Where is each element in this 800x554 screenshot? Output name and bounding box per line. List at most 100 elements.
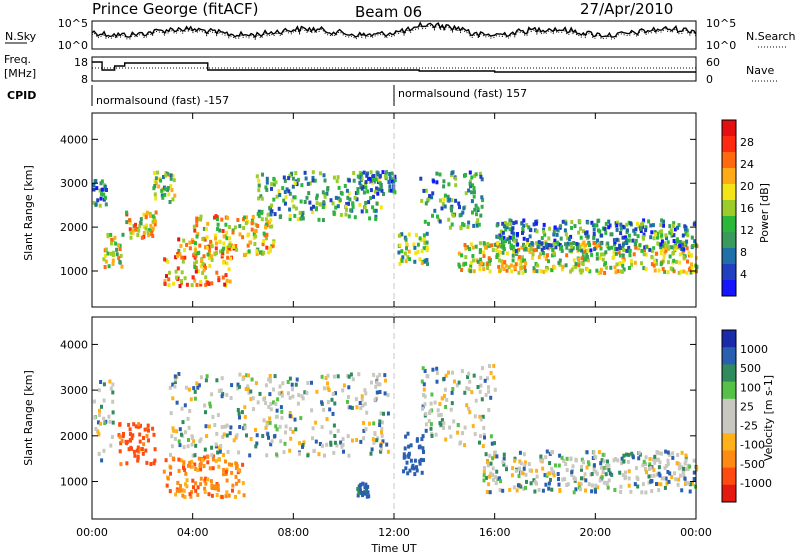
power-echo-cell xyxy=(472,246,475,250)
power-echo-cell xyxy=(662,224,665,228)
power-echo-cell xyxy=(223,283,226,287)
velocity-echo-cell xyxy=(602,470,605,474)
velocity-echo-cell xyxy=(199,482,202,486)
power-echo-cell xyxy=(153,184,156,188)
velocity-echo-cell xyxy=(206,460,209,464)
velocity-echo-cell xyxy=(664,450,667,454)
power-echo-cell xyxy=(574,224,577,228)
velocity-echo-cell xyxy=(494,475,497,479)
velocity-echo-cell xyxy=(547,487,550,491)
velocity-echo-cell xyxy=(215,378,218,382)
velocity-echo-cell xyxy=(444,438,447,442)
power-echo-cell xyxy=(654,232,657,236)
velocity-echo-cell xyxy=(230,396,233,400)
velocity-echo-cell xyxy=(539,455,542,459)
power-echo-cell xyxy=(253,242,256,246)
freq-right-tick-top: 60 xyxy=(706,56,720,69)
power-echo-cell xyxy=(226,216,229,220)
velocity-echo-cell xyxy=(513,485,516,489)
power-echo-cell xyxy=(515,262,518,266)
velocity-echo-cell xyxy=(513,459,516,463)
power-echo-cell xyxy=(547,236,550,240)
power-echo-cell xyxy=(391,172,394,176)
power-echo-cell xyxy=(604,231,607,235)
power-echo-cell xyxy=(423,233,426,237)
power-echo-cell xyxy=(372,178,375,182)
velocity-echo-cell xyxy=(147,438,150,442)
velocity-echo-cell xyxy=(635,466,638,470)
velocity-echo-cell xyxy=(478,441,481,445)
power-echo-cell xyxy=(570,220,573,224)
velocity-echo-cell xyxy=(404,466,407,470)
velocity-echo-cell xyxy=(237,408,240,412)
velocity-echo-cell xyxy=(112,421,115,425)
power-echo-cell xyxy=(553,266,556,270)
power-echo-cell xyxy=(573,258,576,262)
velocity-echo-cell xyxy=(153,433,156,437)
velocity-echo-cell xyxy=(139,440,142,444)
velocity-echo-cell xyxy=(584,472,587,476)
power-echo-cell xyxy=(622,253,625,257)
power-echo-cell xyxy=(164,282,167,286)
velocity-echo-cell xyxy=(326,417,329,421)
power-echo-cell xyxy=(476,207,479,211)
power-echo-cell xyxy=(376,202,379,206)
freq-left-label-2: [MHz] xyxy=(4,67,36,80)
velocity-echo-cell xyxy=(136,449,139,453)
power-echo-cell xyxy=(405,259,408,263)
power-echo-cell xyxy=(484,245,487,249)
power-echo-cell xyxy=(470,175,473,179)
power-echo-cell xyxy=(425,201,428,205)
power-echo-cell xyxy=(428,194,431,198)
velocity-echo-cell xyxy=(294,418,297,422)
velocity-echo-cell xyxy=(236,433,239,437)
power-echo-cell xyxy=(635,239,638,243)
power-echo-cell xyxy=(553,242,556,246)
velocity-echo-cell xyxy=(252,407,255,411)
power-echo-cell xyxy=(478,223,481,227)
velocity-echo-cell xyxy=(230,471,233,475)
velocity-echo-cell xyxy=(221,495,224,499)
power-echo-cell xyxy=(658,269,661,273)
velocity-echo-cell xyxy=(284,442,287,446)
velocity-panel: 1000200030004000 Slant Range [km] 100050… xyxy=(22,317,775,519)
power-echo-cell xyxy=(368,177,371,181)
power-echo-cell xyxy=(690,262,693,266)
power-echo-cell xyxy=(278,193,281,197)
velocity-echo-cell xyxy=(375,438,378,442)
velocity-echo-cell xyxy=(499,479,502,483)
velocity-echo-cell xyxy=(483,436,486,440)
power-echo-cell xyxy=(547,259,550,263)
power-echo-cell xyxy=(517,271,520,275)
power-echo-cell xyxy=(514,239,517,243)
velocity-echo-cell xyxy=(187,444,190,448)
power-echo-cell xyxy=(680,270,683,274)
velocity-echo-cell xyxy=(223,433,226,437)
power-echo-cell xyxy=(543,223,546,227)
power-echo-cell xyxy=(532,252,535,256)
velocity-echo-cell xyxy=(206,455,209,459)
power-echo-cell xyxy=(629,221,632,225)
velocity-echo-cell xyxy=(529,468,532,472)
velocity-echo-cell xyxy=(461,369,464,373)
power-echo-cell xyxy=(621,264,624,268)
power-echo-cell xyxy=(679,252,682,256)
power-echo-cell xyxy=(185,243,188,247)
velocity-echo-cell xyxy=(334,441,337,445)
velocity-echo-cell xyxy=(251,378,254,382)
power-echo-cell xyxy=(179,244,182,248)
velocity-echo-cell xyxy=(572,464,575,468)
power-colorbar-title: Power [dB] xyxy=(758,183,771,243)
velocity-echo-cell xyxy=(298,452,301,456)
velocity-echo-cell xyxy=(566,468,569,472)
power-echo-cell xyxy=(625,238,628,242)
power-echo-cell xyxy=(417,243,420,247)
velocity-echo-cell xyxy=(210,479,213,483)
power-echo-cell xyxy=(356,187,359,191)
velocity-echo-cell xyxy=(215,432,218,436)
power-echo-cell xyxy=(578,220,581,224)
power-echo-cell xyxy=(426,246,429,250)
velocity-echo-cell xyxy=(676,453,679,457)
velocity-echo-cell xyxy=(280,416,283,420)
velocity-echo-cell xyxy=(515,469,518,473)
